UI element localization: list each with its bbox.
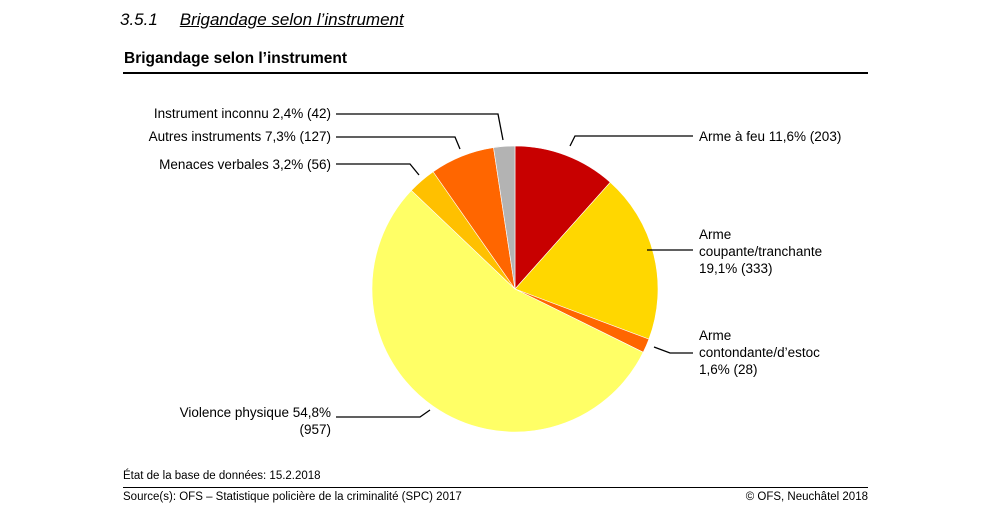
footer-divider <box>123 487 868 488</box>
section-heading: 3.5.1 Brigandage selon l’instrument <box>120 10 404 30</box>
slice-label: Autres instruments 7,3% (127) <box>149 129 331 144</box>
pie-slice <box>514 145 611 290</box>
data-date-note: État de la base de données: 15.2.2018 <box>123 470 321 482</box>
pie-slice <box>493 145 516 290</box>
section-title: Brigandage selon l’instrument <box>179 10 404 29</box>
pie-slice <box>371 190 644 433</box>
title-divider <box>123 72 868 74</box>
leader-line <box>336 409 431 418</box>
slice-label: Arme coupante/tranchante 19,1% (333) <box>699 227 822 276</box>
pie-slice <box>514 181 659 340</box>
leader-line <box>336 163 420 176</box>
copyright-note: © OFS, Neuchâtel 2018 <box>745 491 868 503</box>
slice-label: Arme contondante/d’estoc 1,6% (28) <box>699 328 820 377</box>
source-note: Source(s): OFS – Statistique policière d… <box>123 491 462 503</box>
leader-line <box>569 135 693 147</box>
slice-label: Arme à feu 11,6% (203) <box>699 129 841 144</box>
leader-line <box>336 113 504 141</box>
leader-line <box>653 346 693 354</box>
slice-label: Violence physique 54,8% (957) <box>180 405 331 437</box>
leader-line <box>336 136 461 150</box>
chart-title: Brigandage selon l’instrument <box>124 50 348 67</box>
slice-label: Instrument inconnu 2,4% (42) <box>154 106 331 121</box>
slice-label: Menaces verbales 3,2% (56) <box>159 157 331 172</box>
section-number: 3.5.1 <box>120 10 158 29</box>
